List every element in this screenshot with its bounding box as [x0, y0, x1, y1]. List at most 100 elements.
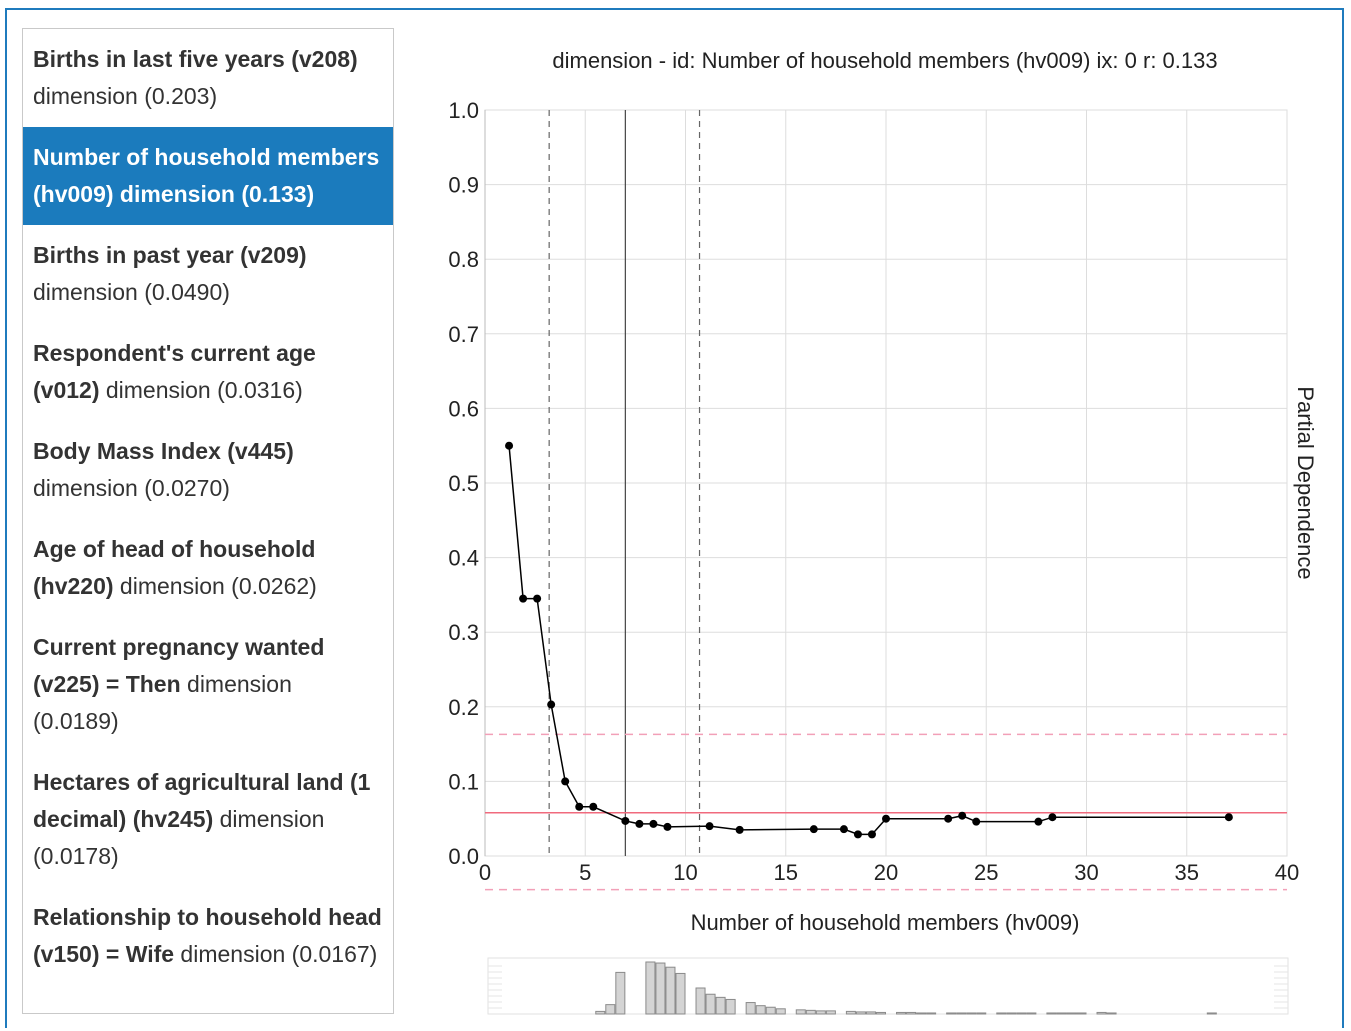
data-point [663, 822, 672, 831]
data-point [547, 700, 556, 709]
data-point [867, 830, 876, 839]
data-point [533, 594, 542, 603]
feature-importance: dimension (0.133) [113, 181, 315, 207]
data-point [505, 441, 514, 450]
grid [484, 109, 1288, 857]
histogram-bar [645, 961, 656, 1015]
x-tick-label: 40 [1275, 860, 1299, 885]
histogram-bar [795, 1009, 806, 1015]
histogram-bar [1066, 1012, 1077, 1015]
feature-importance: dimension (0.0178) [33, 806, 325, 869]
x-tick-label: 35 [1175, 860, 1199, 885]
feature-item[interactable]: Relationship to household head (v150) = … [23, 887, 393, 985]
histogram-bar [966, 1012, 977, 1015]
histogram-bar [775, 1008, 786, 1015]
x-tick-label: 20 [874, 860, 898, 885]
partial-dependence-chart: dimension - id: Number of household memb… [448, 48, 1318, 1015]
histogram-bar [705, 993, 716, 1015]
data-point [705, 822, 714, 831]
histogram [487, 957, 1289, 1015]
x-tick-label: 0 [479, 860, 491, 885]
feature-item[interactable]: Respondent's current age (v012) dimensio… [23, 323, 393, 421]
data-point [519, 594, 528, 603]
feature-item[interactable]: Number of household members (hv009) dime… [23, 127, 393, 225]
histogram-bar [665, 966, 676, 1015]
y-tick-label: 0.6 [448, 396, 479, 421]
histogram-bar [765, 1006, 776, 1015]
x-ticks: 0 5 10 15 20 25 30 35 40 [479, 860, 1299, 885]
feature-name: Body Mass Index (v445) [33, 438, 294, 464]
histogram-bar [875, 1011, 887, 1015]
histogram-bar [1046, 1012, 1057, 1015]
feature-name: Current pregnancy wanted (v225) = Then [33, 634, 325, 697]
y-ticks: 0.0 0.1 0.2 0.3 0.4 0.5 0.6 0.7 0.8 0.9 1.0 [448, 98, 479, 869]
y-tick-label: 0.7 [448, 322, 479, 347]
histogram-bar [1096, 1011, 1107, 1015]
data-point [839, 825, 848, 834]
histogram-bar [695, 987, 706, 1015]
histogram-bar [916, 1012, 927, 1015]
histogram-bar [1056, 1012, 1067, 1015]
feature-importance: dimension (0.0262) [113, 573, 317, 599]
y-tick-label: 0.0 [448, 844, 479, 869]
histogram-bar [605, 1004, 616, 1015]
data-point [575, 802, 584, 811]
feature-item[interactable]: Births in past year (v209) dimension (0.… [23, 225, 393, 323]
feature-importance: dimension (0.0167) [174, 941, 378, 967]
feature-name: Births in last five years (v208) [33, 46, 358, 72]
histogram-bar [805, 1009, 816, 1015]
histogram-bar [926, 1012, 937, 1015]
y-tick-label: 0.3 [448, 620, 479, 645]
y-tick-label: 0.5 [448, 471, 479, 496]
y-tick-label: 0.1 [448, 769, 479, 794]
x-tick-label: 30 [1074, 860, 1098, 885]
y-tick-label: 0.9 [448, 173, 479, 198]
feature-list: Births in last five years (v208) dimensi… [22, 28, 394, 1014]
histogram-bar [715, 996, 726, 1015]
histogram-bar [855, 1011, 866, 1015]
feature-item[interactable]: Hectares of agricultural land (1 decimal… [23, 752, 393, 887]
reference-lines [485, 110, 1287, 891]
x-tick-label: 10 [673, 860, 697, 885]
feature-name: Respondent's current age (v012) [33, 340, 316, 403]
feature-importance: dimension (0.0189) [33, 671, 292, 734]
histogram-bar [675, 972, 686, 1015]
x-tick-label: 5 [579, 860, 591, 885]
histogram-bar [946, 1012, 957, 1015]
series-path [508, 445, 1229, 836]
data-point [621, 816, 630, 825]
histogram-bar [1106, 1012, 1117, 1015]
y-tick-label: 1.0 [448, 98, 479, 123]
data-point [561, 777, 570, 786]
feature-item[interactable]: Births in last five years (v208) dimensi… [23, 29, 393, 127]
histogram-bar [976, 1012, 987, 1015]
chart-area: dimension - id: Number of household memb… [420, 28, 1330, 1018]
panel-frame [5, 8, 1344, 1028]
y-tick-label: 0.2 [448, 695, 479, 720]
histogram-bar [815, 1010, 826, 1015]
feature-item[interactable]: Body Mass Index (v445) dimension (0.0270… [23, 421, 393, 519]
data-point [1034, 817, 1043, 826]
histogram-bar [906, 1011, 917, 1015]
x-tick-label: 25 [974, 860, 998, 885]
histogram-bar [745, 1002, 756, 1015]
feature-importance: dimension (0.0490) [33, 279, 230, 305]
feature-item[interactable]: Current pregnancy wanted (v225) = Then d… [23, 617, 393, 752]
histogram-bar [1016, 1012, 1027, 1015]
histogram-bar [655, 962, 666, 1015]
feature-item[interactable]: Age of head of household (hv220) dimensi… [23, 519, 393, 617]
histogram-bar [1026, 1012, 1037, 1015]
histogram-bar [725, 998, 736, 1015]
histogram-frame [487, 957, 1289, 1015]
feature-name: Hectares of agricultural land (1 decimal… [33, 769, 371, 832]
histogram-bar [845, 1010, 856, 1015]
histogram-bar [595, 1010, 606, 1015]
feature-importance: dimension (0.203) [33, 83, 218, 109]
feature-name: Number of household members (hv009) [33, 144, 380, 207]
x-tick-label: 15 [774, 860, 798, 885]
feature-importance: dimension (0.0270) [33, 475, 230, 501]
histogram-bar [956, 1012, 967, 1015]
data-point [735, 825, 744, 834]
histogram-bar [1206, 1012, 1217, 1015]
data-point [649, 819, 658, 828]
